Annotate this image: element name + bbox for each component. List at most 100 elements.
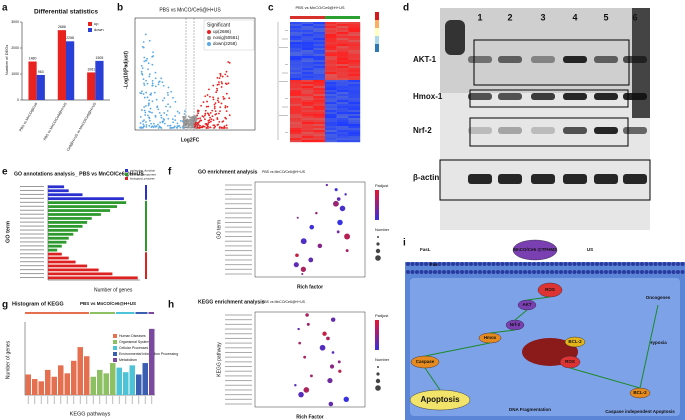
heat-cell: [290, 136, 302, 139]
heat-cell: [336, 114, 349, 117]
point: [162, 118, 165, 120]
label: Fas: [430, 262, 438, 267]
point: [174, 119, 177, 122]
label: d: [403, 3, 409, 14]
colorbar: [375, 12, 379, 20]
point: [182, 117, 185, 119]
bar: [48, 260, 76, 264]
membrane: [419, 270, 424, 274]
legend-dot: [207, 36, 211, 40]
band: [594, 93, 618, 100]
heat-cell: [336, 138, 349, 141]
membrane: [608, 262, 613, 266]
bar: [48, 276, 138, 280]
arrow: [569, 367, 641, 389]
heat-cell: [290, 60, 302, 63]
point: [216, 118, 219, 121]
heat-cell: [313, 44, 326, 47]
heat-cell: [336, 112, 349, 115]
membrane: [410, 270, 415, 274]
heat-cell: [348, 30, 361, 33]
heat-cell: [325, 60, 337, 63]
heat-cell: [290, 74, 302, 77]
heat-cell: [336, 102, 349, 105]
heat-cell: [348, 36, 361, 39]
point: [145, 79, 148, 82]
category-stub: [40, 396, 42, 404]
heat-cell: [313, 58, 326, 61]
point: [209, 112, 212, 114]
heat-cell: [348, 94, 361, 97]
term-stub: [225, 264, 252, 266]
heat-cell: [336, 136, 349, 139]
point: [143, 106, 146, 108]
point: [227, 82, 230, 85]
membrane: [676, 262, 680, 266]
node: [512, 239, 558, 261]
heat-cell: [348, 62, 361, 65]
heat-cell: [301, 98, 314, 101]
heat-cell: [313, 108, 326, 111]
membrane: [676, 270, 680, 274]
dot: [298, 391, 304, 398]
heat-cell: [301, 88, 314, 91]
colorbar: [375, 20, 379, 28]
category-stub: [118, 396, 120, 404]
heat-cell: [348, 72, 361, 75]
term-stub: [225, 203, 252, 205]
label: 6: [632, 12, 637, 22]
term-stub: [225, 212, 252, 214]
heat-cell: [336, 80, 349, 83]
legend-swatch: [125, 173, 128, 176]
membrane: [680, 270, 685, 274]
heat-cell: [301, 106, 314, 109]
heat-cell: [313, 28, 326, 31]
membrane: [514, 262, 518, 266]
heat-cell: [313, 114, 326, 117]
legend-dot: [207, 42, 211, 46]
heat-cell: [301, 104, 314, 107]
label: Number of DEGs: [4, 45, 9, 75]
heat-cell: [336, 120, 349, 123]
group-bracket: [145, 200, 147, 252]
heat-cell: [301, 42, 314, 45]
arrow: [526, 296, 551, 301]
heat-cell: [325, 46, 337, 49]
membrane: [415, 262, 419, 266]
point: [183, 113, 186, 115]
heat-cell: [348, 92, 361, 95]
colorbar: [375, 340, 379, 345]
heat-cell: [313, 100, 326, 103]
heat-cell: [325, 100, 337, 103]
heat-cell: [325, 74, 337, 77]
heat-cell: [336, 44, 349, 47]
heat-cell: [325, 34, 337, 37]
label: MnCO/Ce6 @TFHM2: [513, 247, 557, 252]
point: [219, 74, 222, 77]
point: [222, 95, 225, 98]
heat-cell: [348, 90, 361, 93]
heat-cell: [301, 68, 314, 71]
point: [222, 98, 225, 100]
heat-cell: [313, 128, 326, 131]
heat-cell: [313, 46, 326, 49]
point: [209, 126, 211, 129]
dot: [344, 193, 347, 196]
bar: [48, 224, 83, 228]
dot: [305, 313, 309, 317]
point: [204, 114, 206, 117]
bar: [90, 376, 96, 395]
point: [205, 122, 208, 125]
band: [563, 56, 587, 63]
heat-cell: [348, 74, 361, 77]
band: [623, 174, 647, 184]
band: [594, 174, 618, 184]
point: [143, 96, 146, 99]
point: [142, 41, 145, 43]
point: [225, 70, 228, 73]
point: [213, 105, 216, 108]
label: GO term: [216, 220, 222, 239]
bar: [123, 372, 129, 395]
label: biological_process: [130, 176, 155, 180]
membrane: [635, 270, 640, 274]
